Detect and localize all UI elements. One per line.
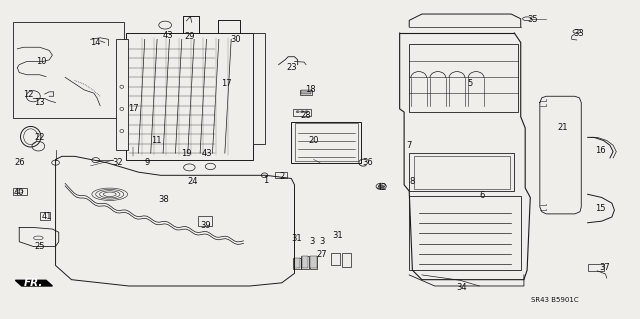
Bar: [293, 257, 301, 269]
Text: 20: 20: [308, 136, 319, 145]
Text: 40: 40: [14, 188, 24, 197]
Text: 23: 23: [286, 63, 296, 72]
Text: 33: 33: [573, 29, 584, 38]
Bar: [409, 153, 515, 191]
Text: 13: 13: [35, 98, 45, 107]
Bar: [310, 256, 317, 269]
Text: 9: 9: [144, 158, 149, 167]
Text: 18: 18: [305, 85, 316, 94]
Text: 3: 3: [319, 237, 324, 246]
Text: 31: 31: [291, 234, 301, 243]
Bar: [342, 253, 351, 267]
Text: 21: 21: [557, 123, 568, 132]
Text: 22: 22: [35, 133, 45, 142]
Bar: [294, 258, 300, 268]
Bar: [294, 123, 358, 161]
Bar: [275, 172, 287, 178]
Bar: [300, 90, 312, 95]
Bar: [40, 212, 50, 219]
Bar: [291, 122, 362, 163]
Text: 3: 3: [310, 237, 315, 246]
Bar: [116, 39, 127, 150]
Ellipse shape: [301, 111, 304, 113]
Bar: [253, 33, 264, 144]
Text: 5: 5: [467, 79, 472, 88]
Text: 29: 29: [184, 32, 195, 41]
Text: 1: 1: [263, 175, 268, 185]
Bar: [198, 216, 212, 226]
Text: 43: 43: [163, 31, 173, 40]
Text: 31: 31: [333, 231, 343, 240]
Text: 37: 37: [599, 263, 609, 271]
Text: 41: 41: [42, 212, 52, 221]
Bar: [301, 256, 308, 269]
Text: 24: 24: [188, 177, 198, 186]
Text: 17: 17: [128, 104, 139, 113]
Text: 25: 25: [35, 242, 45, 251]
Text: 32: 32: [112, 158, 123, 167]
Bar: [588, 264, 604, 271]
Text: 28: 28: [301, 111, 311, 120]
Bar: [13, 188, 27, 195]
Text: 17: 17: [221, 79, 232, 88]
Bar: [332, 253, 340, 265]
Bar: [301, 90, 311, 94]
Text: 35: 35: [527, 15, 538, 24]
Text: 6: 6: [480, 191, 485, 200]
Text: 38: 38: [159, 195, 169, 204]
Text: 2: 2: [279, 172, 284, 182]
Text: FR.: FR.: [24, 278, 43, 288]
Ellipse shape: [305, 111, 308, 113]
Text: 43: 43: [202, 149, 212, 158]
Text: 8: 8: [410, 177, 415, 186]
Text: 39: 39: [200, 221, 211, 230]
Text: 15: 15: [595, 204, 605, 213]
Text: 12: 12: [23, 90, 33, 99]
Polygon shape: [15, 280, 52, 286]
Text: 34: 34: [457, 283, 467, 292]
Text: 11: 11: [151, 136, 161, 145]
Bar: [293, 109, 311, 116]
Bar: [125, 33, 253, 160]
Bar: [310, 256, 317, 268]
Text: 27: 27: [317, 250, 327, 259]
Bar: [409, 44, 518, 112]
Text: 16: 16: [595, 145, 605, 154]
Text: 26: 26: [14, 158, 24, 167]
Ellipse shape: [296, 111, 300, 113]
Text: 42: 42: [376, 183, 387, 192]
Ellipse shape: [379, 185, 384, 188]
Bar: [409, 196, 521, 270]
Bar: [13, 22, 124, 118]
Bar: [414, 156, 510, 189]
Text: 14: 14: [90, 38, 101, 47]
Text: 7: 7: [406, 141, 412, 150]
Text: 36: 36: [362, 158, 373, 167]
Text: SR43 B5901C: SR43 B5901C: [531, 297, 579, 303]
Text: 19: 19: [181, 149, 191, 158]
Bar: [301, 256, 308, 268]
Text: 10: 10: [36, 57, 46, 66]
Text: 30: 30: [230, 35, 241, 44]
